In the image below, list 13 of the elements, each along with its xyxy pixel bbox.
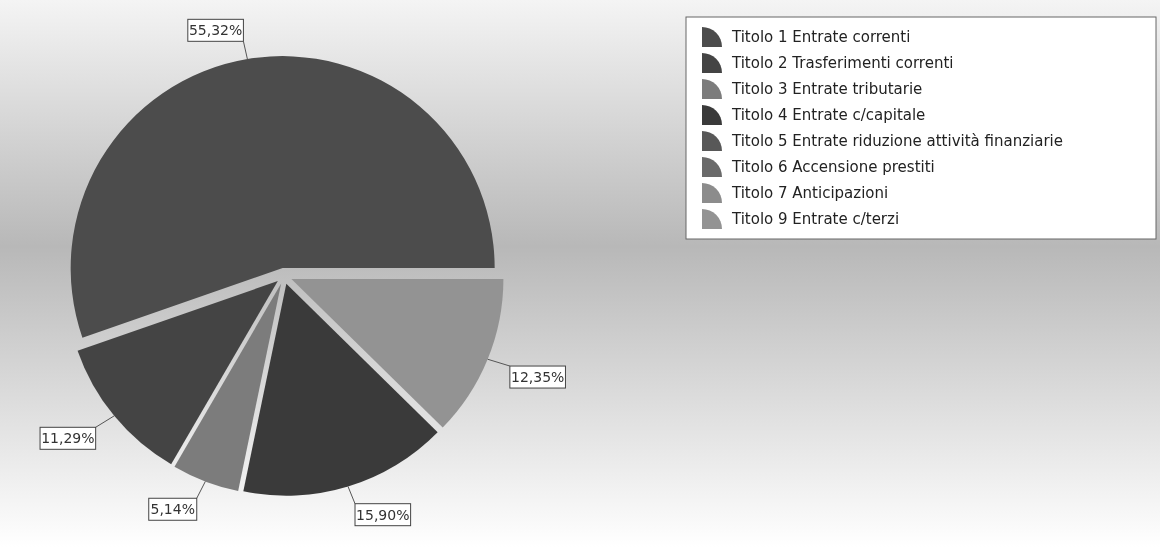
legend-label: Titolo 7 Anticipazioni [731, 184, 889, 202]
data-label: 11,29% [41, 430, 95, 447]
legend-label: Titolo 1 Entrate correnti [731, 28, 911, 46]
legend-label: Titolo 9 Entrate c/terzi [731, 210, 900, 228]
legend-label: Titolo 4 Entrate c/capitale [731, 106, 926, 124]
legend-label: Titolo 2 Trasferimenti correnti [731, 54, 954, 72]
data-label: 55,32% [188, 22, 243, 39]
legend-label: Titolo 3 Entrate tributarie [731, 80, 923, 98]
data-label: 5,14% [150, 501, 195, 518]
legend-label: Titolo 6 Accensione prestiti [731, 158, 935, 176]
legend-label: Titolo 5 Entrate riduzione attività finanziarie [731, 132, 1063, 150]
data-label: 12,35% [510, 369, 565, 386]
data-label: 15,90% [356, 506, 410, 523]
